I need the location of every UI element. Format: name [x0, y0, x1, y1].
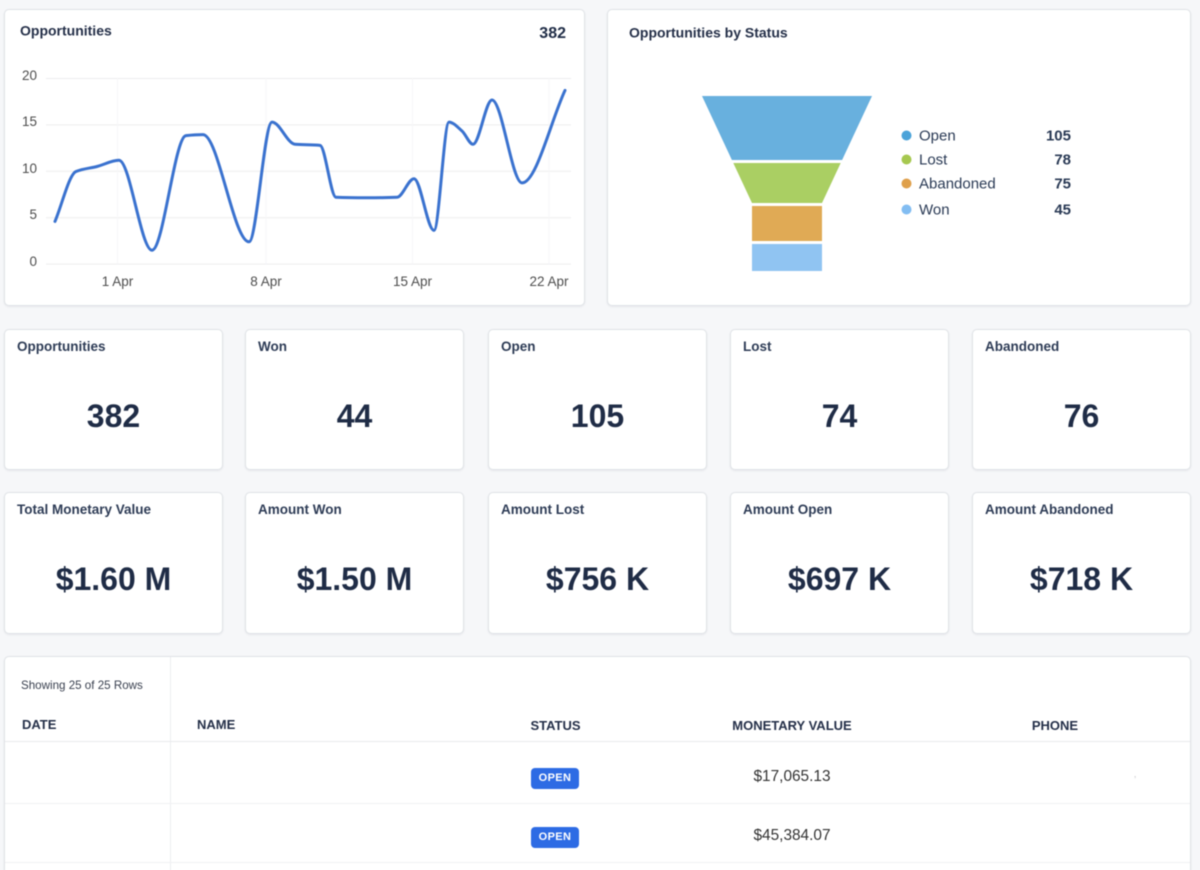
svg-text:75: 75 — [1054, 176, 1071, 193]
svg-text:45: 45 — [1054, 202, 1071, 219]
svg-text:1 Apr: 1 Apr — [102, 274, 134, 289]
svg-text:22 Apr: 22 Apr — [529, 274, 569, 289]
svg-text:Open: Open — [919, 128, 956, 145]
svg-text:Opportunities: Opportunities — [20, 23, 112, 39]
svg-text:78: 78 — [1054, 152, 1071, 169]
svg-text:382: 382 — [539, 25, 566, 42]
svg-text:5: 5 — [29, 207, 37, 222]
svg-text:Abandoned: Abandoned — [919, 176, 996, 193]
svg-text:Won: Won — [919, 202, 950, 219]
svg-text:8 Apr: 8 Apr — [250, 274, 282, 289]
svg-text:105: 105 — [1046, 128, 1071, 145]
svg-text:15 Apr: 15 Apr — [393, 274, 433, 289]
svg-text:Opportunities by Status: Opportunities by Status — [629, 25, 788, 41]
svg-text:20: 20 — [22, 68, 37, 83]
svg-text:10: 10 — [22, 161, 37, 176]
svg-text:15: 15 — [22, 114, 37, 129]
svg-text:Lost: Lost — [919, 152, 948, 169]
svg-text:0: 0 — [29, 254, 37, 269]
